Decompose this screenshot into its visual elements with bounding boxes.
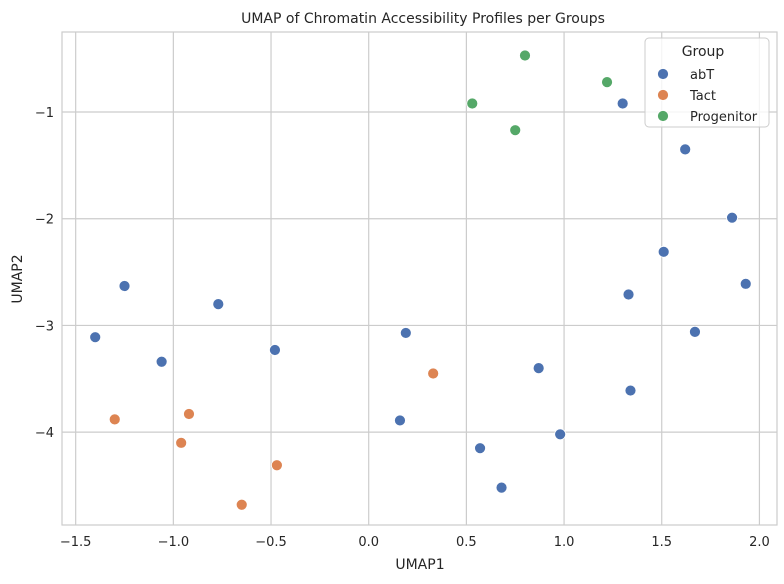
chart-title: UMAP of Chromatin Accessibility Profiles… (241, 11, 605, 27)
x-tick-label: −0.5 (255, 535, 287, 550)
y-tick-label: −2 (35, 213, 54, 228)
data-point-abt (554, 428, 567, 441)
y-tick-labels: −1 −2 −3 −4 (35, 106, 54, 441)
data-point-progenitor (601, 76, 613, 89)
data-point-abt (739, 277, 752, 290)
data-point-abt (532, 362, 545, 375)
data-point-abt (155, 355, 168, 368)
data-point-tact (175, 436, 188, 449)
data-point-tact (183, 408, 195, 420)
legend-label: abT (690, 68, 714, 83)
grid (62, 32, 777, 525)
data-point-abt (212, 298, 225, 311)
data-point-abt (495, 481, 508, 494)
data-point-abt (726, 211, 738, 224)
data-point-tact (270, 459, 283, 472)
data-point-abt (269, 344, 281, 356)
x-tick-label: 0.5 (456, 535, 477, 550)
x-axis-label: UMAP1 (395, 557, 444, 573)
data-point-progenitor (466, 97, 479, 110)
legend-box (644, 37, 770, 128)
data-points (89, 49, 752, 511)
data-point-tact (427, 367, 440, 380)
x-tick-label: 0.0 (358, 535, 379, 550)
data-point-tact (108, 413, 121, 426)
data-point-abt (679, 143, 692, 156)
data-point-abt (616, 97, 629, 110)
x-tick-label: 2.0 (749, 535, 770, 550)
legend: Group abT Tact Progenitor (644, 37, 770, 128)
legend-marker (657, 89, 669, 101)
x-tick-label: −1.0 (158, 535, 190, 550)
x-tick-labels: −1.5 −1.0 −0.5 0.0 0.5 1.0 1.5 2.0 (60, 535, 770, 550)
legend-marker (657, 110, 669, 122)
plot-frame (61, 31, 778, 526)
y-tick-label: −3 (35, 319, 54, 334)
x-tick-label: 1.0 (554, 535, 575, 550)
legend-marker (657, 68, 669, 80)
data-point-abt (622, 288, 635, 301)
data-point-abt (624, 384, 637, 397)
legend-label: Tact (689, 89, 716, 104)
y-tick-label: −1 (35, 106, 54, 121)
data-point-abt (118, 280, 131, 292)
data-point-progenitor (519, 49, 531, 62)
data-point-abt (689, 325, 701, 338)
y-tick-label: −4 (35, 426, 54, 441)
data-point-abt (394, 414, 406, 427)
data-point-abt (399, 327, 412, 339)
data-point-abt (89, 331, 102, 344)
data-point-abt (657, 245, 670, 258)
x-tick-label: −1.5 (60, 535, 92, 550)
data-point-tact (235, 498, 248, 511)
y-axis-label: UMAP2 (10, 254, 26, 303)
data-point-abt (474, 442, 486, 455)
data-point-progenitor (509, 124, 522, 137)
x-tick-label: 1.5 (651, 535, 672, 550)
legend-label: Progenitor (690, 110, 758, 125)
legend-title: Group (682, 44, 725, 60)
